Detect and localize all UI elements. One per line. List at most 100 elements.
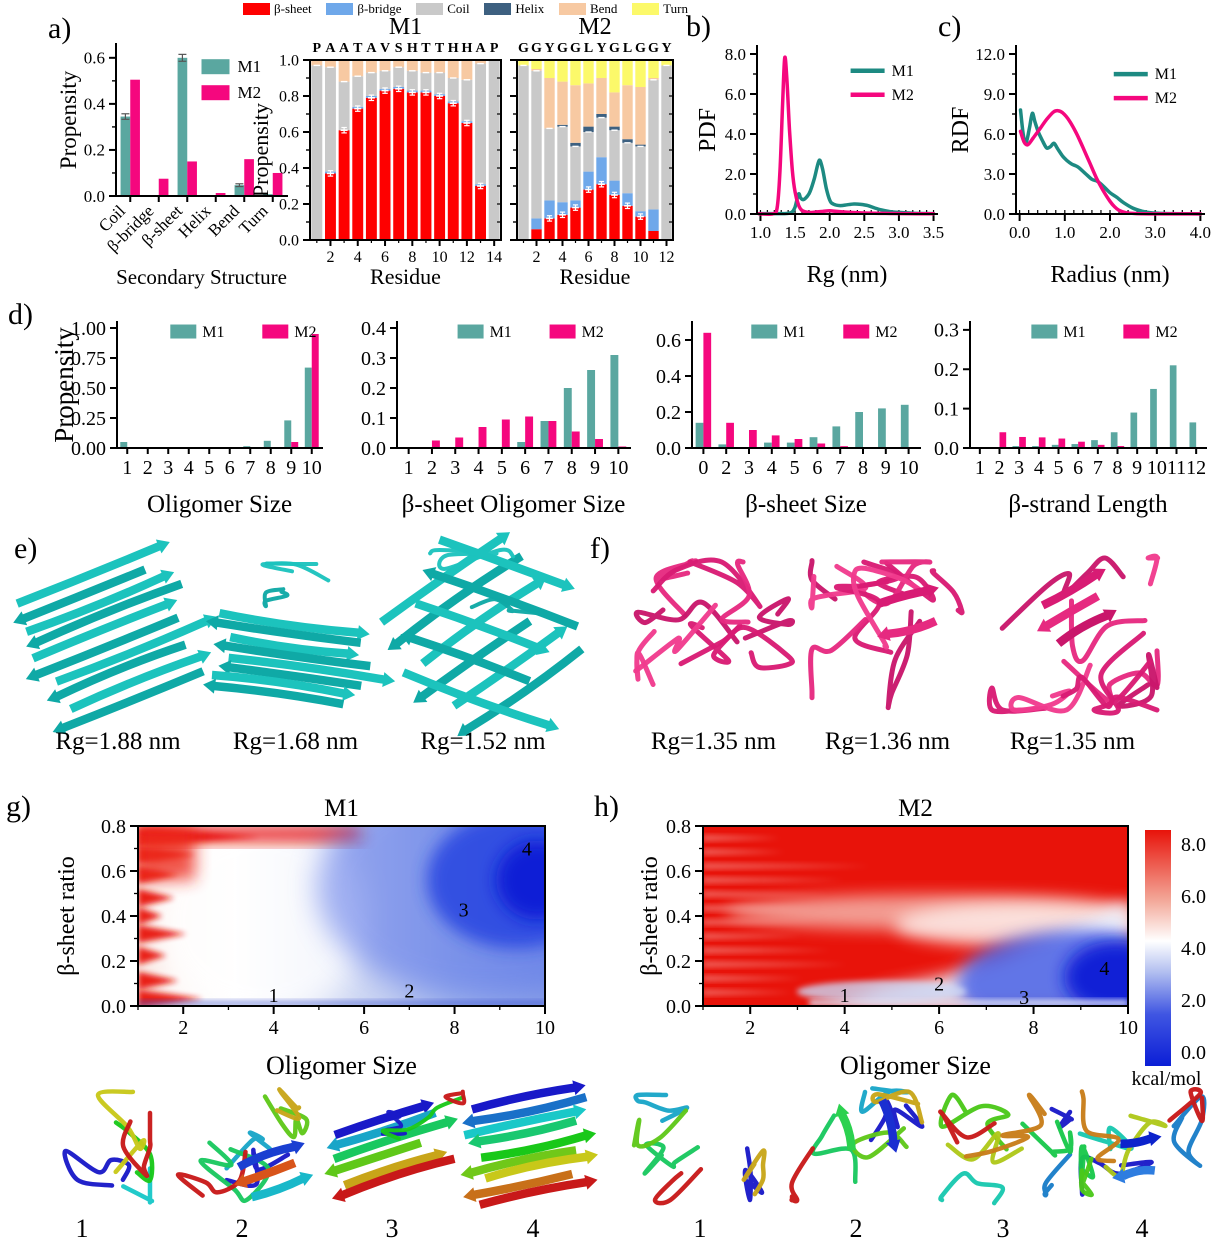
plot: 0.0 0.1 0.2 0.3 0.4 1 2 3 4 5 6 7 8 9 10 β-sheet Oligom…: [361, 318, 631, 518]
svg-text:6: 6: [934, 1017, 944, 1039]
protein-structure-m2-coil-3: [986, 553, 1161, 716]
svg-text:1.0: 1.0: [279, 52, 299, 69]
svg-text:Propensity: Propensity: [49, 327, 79, 443]
svg-text:14: 14: [486, 249, 502, 266]
svg-text:0.25: 0.25: [71, 408, 106, 430]
svg-text:0.2: 0.2: [361, 378, 386, 400]
svg-text:Secondary Structure: Secondary Structure: [116, 265, 287, 289]
svg-text:0.0: 0.0: [666, 996, 691, 1018]
contour-annotation-2: 2: [404, 980, 414, 1002]
svg-text:V: V: [380, 41, 390, 56]
svg-text:0.0: 0.0: [1181, 1042, 1206, 1064]
svg-text:H: H: [461, 41, 472, 56]
svg-text:12: 12: [659, 249, 675, 266]
beta-sheet-ribbons: [877, 583, 939, 641]
structure-label-h3: 3: [996, 1214, 1010, 1243]
svg-text:2: 2: [178, 1017, 188, 1039]
coil-ribbons: [631, 1092, 767, 1206]
svg-text:2: 2: [326, 249, 334, 266]
svg-text:0.8: 0.8: [279, 88, 299, 105]
svg-text:4: 4: [559, 249, 567, 266]
svg-text:T: T: [435, 41, 445, 56]
ss-legend-swatch: [484, 3, 512, 15]
plot: 0.0 0.2 0.4 0.6 0.8 2 4 6 8 10 M1 Oligomer Size β-sh…: [54, 795, 555, 1080]
svg-text:4: 4: [767, 457, 777, 479]
ss-legend-swatch: [243, 3, 270, 15]
chart-free-energy-m2: 0.0 0.2 0.4 0.6 0.8 2 4 6 8 10 M2 Oligomer Size β-sh…: [637, 795, 1206, 1080]
svg-text:0.8: 0.8: [666, 816, 691, 838]
svg-text:5: 5: [497, 457, 507, 479]
svg-text:Y: Y: [544, 41, 554, 56]
svg-text:0.3: 0.3: [934, 320, 959, 342]
svg-text:A: A: [475, 41, 486, 56]
svg-text:0.0: 0.0: [934, 438, 959, 460]
contour-annotation-4: 4: [522, 839, 532, 861]
svg-text:4: 4: [184, 457, 194, 479]
svg-text:0.2: 0.2: [84, 141, 105, 160]
svg-text:0.1: 0.1: [361, 408, 386, 430]
svg-text:β-sheet ratio: β-sheet ratio: [54, 856, 80, 976]
coil-ribbons: [377, 1089, 467, 1141]
svg-text:0.0: 0.0: [984, 205, 1005, 224]
svg-text:2.5: 2.5: [854, 223, 875, 242]
svg-text:0.4: 0.4: [84, 95, 106, 114]
svg-text:0.2: 0.2: [279, 196, 299, 213]
svg-text:8: 8: [858, 457, 868, 479]
structure-m2-state-4: [1077, 1087, 1207, 1198]
ss-legend-item-2: Coil: [416, 1, 470, 17]
svg-text:G: G: [531, 41, 542, 56]
ss-legend-item-4: Bend: [558, 1, 617, 17]
svg-text:2.0: 2.0: [1099, 223, 1120, 242]
svg-text:2: 2: [745, 1017, 755, 1039]
svg-text:M1: M1: [238, 57, 262, 76]
svg-text:6: 6: [359, 1017, 369, 1039]
svg-text:M2: M2: [1155, 324, 1177, 341]
svg-text:M1: M1: [324, 795, 359, 822]
rg-label-f3: Rg=1.35 nm: [1009, 728, 1136, 755]
svg-text:L: L: [584, 41, 593, 56]
panel-label-h: h): [594, 790, 619, 823]
svg-text:Radius (nm): Radius (nm): [1050, 262, 1169, 288]
beta-sheet-ribbons: [1112, 1131, 1162, 1184]
structure-m1-state-2: [175, 1087, 314, 1204]
svg-text:P: P: [490, 41, 499, 56]
svg-text:3.0: 3.0: [984, 165, 1005, 184]
svg-text:2: 2: [143, 457, 153, 479]
svg-text:0.00: 0.00: [71, 438, 106, 460]
secondary-structure-legend: β-sheet β-bridge Coil Helix Bend Turn: [243, 1, 688, 17]
chart-beta-sheet-size: 0.0 0.2 0.4 0.6 0 2 3 4 5 6 7 8 9 10 β-sheet Size M1 M2: [656, 321, 921, 518]
svg-text:7: 7: [1093, 457, 1103, 479]
svg-text:M2: M2: [578, 14, 611, 40]
plot: 0.0 0.2 0.4 0.6 0.8 2 4 6 8 10 M2 Oligomer Size β-sh…: [637, 795, 1206, 1080]
svg-text:1.0: 1.0: [1054, 223, 1075, 242]
svg-text:0.4: 0.4: [361, 318, 386, 340]
svg-text:10: 10: [1147, 457, 1167, 479]
svg-text:0.4: 0.4: [101, 906, 126, 928]
svg-text:9: 9: [1132, 457, 1142, 479]
ss-legend-swatch: [416, 3, 444, 15]
structure-label-g2: 2: [235, 1214, 249, 1243]
coil-ribbons: [938, 1092, 1074, 1206]
beta-sheet-ribbons: [203, 608, 396, 709]
svg-text:8: 8: [266, 457, 276, 479]
svg-text:H: H: [448, 41, 459, 56]
svg-text:1.0: 1.0: [750, 223, 771, 242]
beta-sheet-ribbons: [834, 1098, 901, 1153]
svg-text:6: 6: [520, 457, 530, 479]
svg-text:M1: M1: [202, 324, 224, 341]
svg-text:G: G: [648, 41, 659, 56]
svg-text:0.6: 0.6: [84, 49, 105, 68]
svg-text:4.0: 4.0: [725, 125, 746, 144]
svg-text:P: P: [313, 41, 322, 56]
panel-label-d: d): [8, 298, 33, 331]
svg-text:6: 6: [225, 457, 235, 479]
svg-text:9.0: 9.0: [984, 85, 1005, 104]
svg-text:10: 10: [535, 1017, 555, 1039]
svg-text:H: H: [407, 41, 418, 56]
contour-annotation-1: 1: [840, 985, 850, 1007]
rg-label-e2: Rg=1.68 nm: [232, 728, 359, 755]
svg-text:3.5: 3.5: [923, 223, 944, 242]
svg-text:Y: Y: [596, 41, 606, 56]
svg-text:0.2: 0.2: [101, 951, 126, 973]
svg-text:1: 1: [975, 457, 985, 479]
